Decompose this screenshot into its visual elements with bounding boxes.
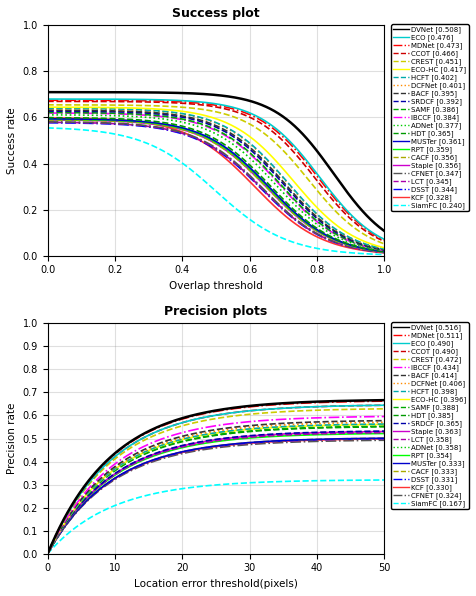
X-axis label: Overlap threshold: Overlap threshold: [169, 281, 263, 291]
Title: Precision plots: Precision plots: [164, 305, 268, 318]
Y-axis label: Success rate: Success rate: [7, 107, 17, 174]
X-axis label: Location error threshold(pixels): Location error threshold(pixels): [134, 579, 298, 589]
Legend: DVNet [0.516], MDNet [0.511], ECO [0.490], CCOT [0.490], CREST [0.472], IBCCF [0: DVNet [0.516], MDNet [0.511], ECO [0.490…: [391, 322, 469, 509]
Title: Success plot: Success plot: [172, 7, 260, 20]
Legend: DVNet [0.508], ECO [0.476], MDNet [0.473], CCOT [0.466], CREST [0.451], ECO-HC [: DVNet [0.508], ECO [0.476], MDNet [0.473…: [391, 24, 468, 211]
Y-axis label: Precision rate: Precision rate: [7, 403, 17, 474]
